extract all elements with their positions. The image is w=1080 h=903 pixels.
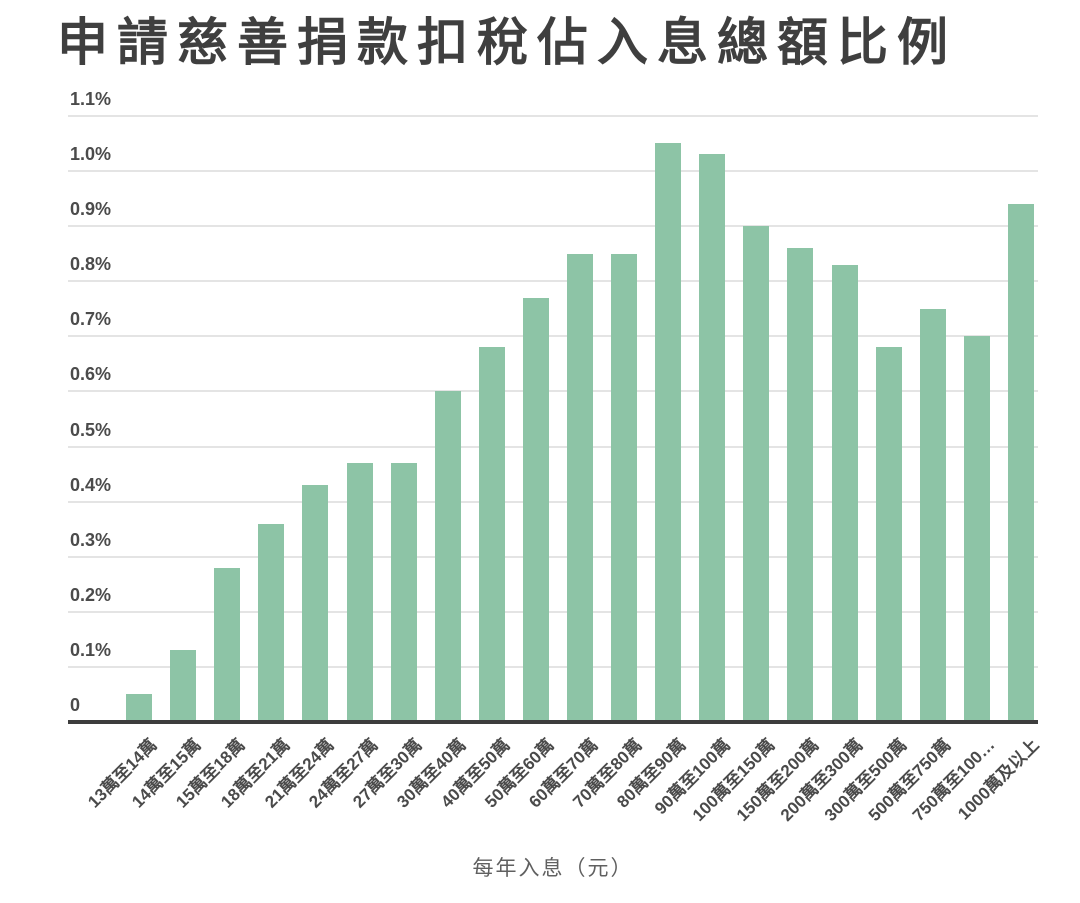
bar — [258, 524, 285, 722]
gridline — [68, 610, 1038, 613]
y-tick-label: 0.3% — [70, 529, 112, 550]
bar — [214, 568, 241, 722]
bars-layer — [117, 115, 1043, 722]
bar-column — [999, 115, 1043, 722]
bar — [346, 463, 373, 722]
bar — [126, 694, 153, 722]
bar — [743, 226, 770, 722]
bar-column — [558, 115, 602, 722]
gridline — [68, 390, 1038, 393]
gridline — [68, 500, 1038, 503]
y-tick-label: 0.9% — [70, 199, 112, 220]
bar — [787, 248, 814, 722]
bar-column — [646, 115, 690, 722]
bar — [699, 154, 726, 722]
bar — [655, 143, 682, 722]
gridline — [68, 445, 1038, 448]
gridline — [68, 335, 1038, 338]
bar-column — [117, 115, 161, 722]
bar-column — [382, 115, 426, 722]
y-tick-label: 0.4% — [70, 474, 112, 495]
y-tick-label: 0 — [70, 695, 81, 715]
bar-column — [955, 115, 999, 722]
bar-column — [470, 115, 514, 722]
y-tick-label: 0.2% — [70, 584, 112, 605]
bar-column — [514, 115, 558, 722]
gridline — [68, 114, 1038, 117]
bar-column — [778, 115, 822, 722]
y-tick-label: 0.8% — [70, 254, 112, 275]
bar — [831, 265, 858, 722]
bar-column — [426, 115, 470, 722]
bar-column — [205, 115, 249, 722]
y-tick-label: 1.0% — [70, 144, 112, 164]
bar-column — [911, 115, 955, 722]
bar — [522, 298, 549, 722]
gridline — [68, 280, 1038, 283]
bar-column — [734, 115, 778, 722]
y-tick-label: 0.5% — [70, 419, 112, 440]
bar — [434, 391, 461, 722]
gridline — [68, 170, 1038, 172]
x-axis-line — [68, 720, 1038, 724]
bar-column — [602, 115, 646, 722]
y-tick-label: 0.7% — [70, 309, 112, 330]
bar-column — [161, 115, 205, 722]
bar-column — [337, 115, 381, 722]
bar-column — [823, 115, 867, 722]
bar — [170, 650, 197, 722]
gridline — [68, 555, 1038, 558]
bar — [390, 463, 417, 722]
y-tick-label: 1.1% — [70, 88, 112, 109]
bar-column — [293, 115, 337, 722]
x-tick-label: 1000萬及以上 — [954, 735, 1043, 824]
bar — [963, 336, 990, 722]
bar — [478, 347, 505, 722]
bar — [1007, 204, 1034, 722]
x-axis-title: 每年入息（元） — [472, 857, 634, 880]
bar — [919, 309, 946, 722]
y-tick-label: 0.1% — [70, 639, 112, 660]
y-tick-label: 0.6% — [70, 364, 112, 385]
bar — [566, 254, 593, 722]
bar — [302, 485, 329, 722]
bar — [611, 254, 638, 722]
bar-column — [867, 115, 911, 722]
bar-column — [690, 115, 734, 722]
bar — [875, 347, 902, 722]
gridline — [68, 225, 1038, 228]
chart-title: 申請慈善捐款扣稅佔入息總額比例 — [57, 14, 958, 71]
gridline — [68, 665, 1038, 668]
bar-column — [249, 115, 293, 722]
